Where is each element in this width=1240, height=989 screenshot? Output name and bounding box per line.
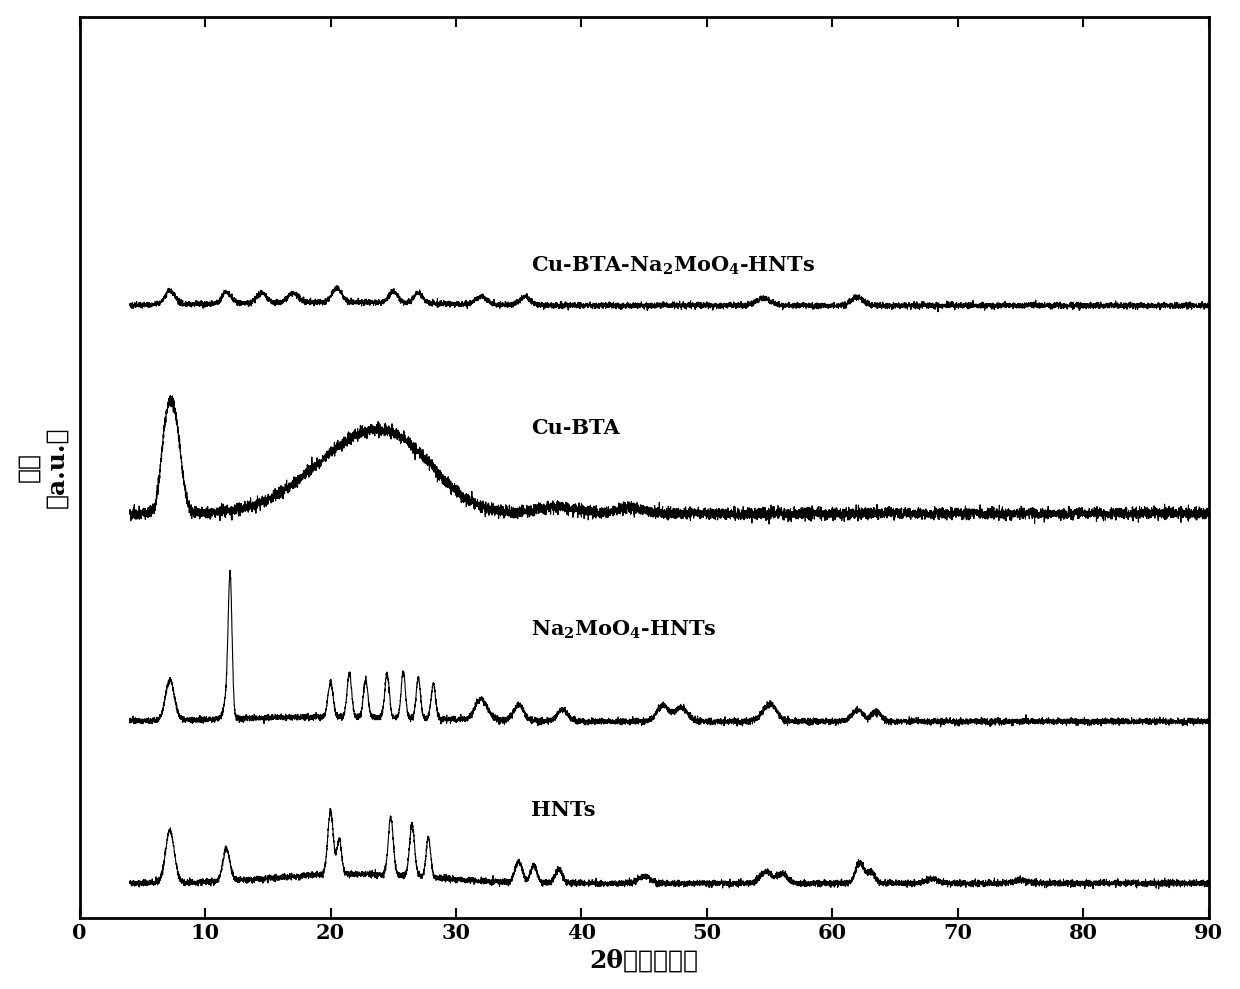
Text: HNTs: HNTs: [531, 800, 595, 820]
Text: Cu-BTA-$\mathregular{Na_2MoO_4}$-HNTs: Cu-BTA-$\mathregular{Na_2MoO_4}$-HNTs: [531, 254, 815, 277]
Text: $\mathregular{Na_2MoO_4}$-HNTs: $\mathregular{Na_2MoO_4}$-HNTs: [531, 618, 717, 641]
Y-axis label: 强度
（a.u.）: 强度 （a.u.）: [16, 426, 68, 508]
Text: Cu-BTA: Cu-BTA: [531, 418, 620, 438]
X-axis label: 2θ（角度　，: 2θ（角度 ，: [590, 948, 698, 972]
